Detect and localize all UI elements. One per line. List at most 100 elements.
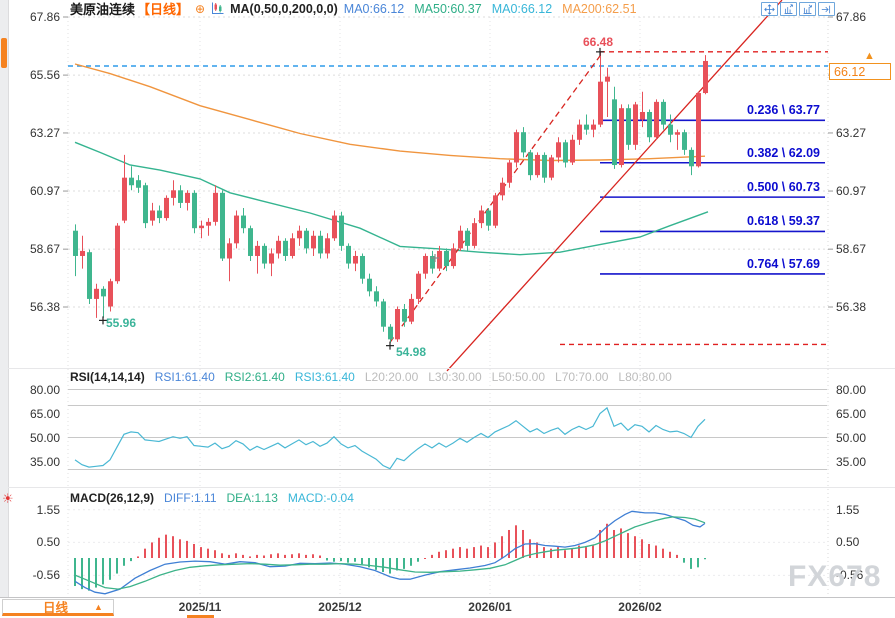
legend-value: L70:70.00 <box>555 370 609 384</box>
candle-body <box>115 225 120 282</box>
macd-hist-bar <box>354 558 356 562</box>
candle-body <box>612 99 617 166</box>
macd-hist-bar <box>515 525 517 558</box>
rsi-axis-label-right: 80.00 <box>836 382 867 397</box>
rsi-axis-label-right: 50.00 <box>836 430 867 445</box>
macd-hist-bar <box>291 554 293 558</box>
candle-body <box>626 108 631 145</box>
macd-hist-bar <box>697 558 699 568</box>
candle-body <box>220 192 225 259</box>
macd-hist-bar <box>410 558 412 566</box>
candle-body <box>479 210 484 224</box>
left-scrollbar-rail[interactable] <box>0 0 9 597</box>
macd-hist-bar <box>242 554 244 558</box>
candle-body <box>619 108 624 166</box>
candle-body <box>437 250 442 269</box>
candle-body <box>416 273 421 299</box>
macd-hist-bar <box>655 545 657 558</box>
macd-hist-bar <box>592 545 594 558</box>
chart-toolbar <box>761 2 835 16</box>
candle-body <box>199 225 204 229</box>
candle-body <box>444 250 449 267</box>
candle-body <box>486 210 491 226</box>
candle-body <box>563 142 568 163</box>
candle-body <box>325 238 330 254</box>
rsi-axis-label-right: 35.00 <box>836 454 867 469</box>
macd-hist-bar <box>109 558 111 580</box>
macd-hist-bar <box>620 528 622 558</box>
left-scrollbar-thumb[interactable] <box>1 38 7 68</box>
ma200-line <box>74 63 706 162</box>
macd-hist-bar <box>179 539 181 558</box>
macd-axis-label-right: 0.50 <box>836 535 860 550</box>
macd-header: MACD(26,12,9) DIFF:1.11 DEA:1.13 MACD:-0.0… <box>70 491 364 505</box>
macd-hist-bar <box>340 558 342 562</box>
swing-low-label-1: 55.96 <box>106 316 137 330</box>
macd-hist-bar <box>137 556 139 558</box>
legend-value: DIFF:1.11 <box>164 491 217 505</box>
candle-body <box>122 177 127 221</box>
candle-body <box>409 298 414 322</box>
candle-body <box>689 149 694 167</box>
candle-body <box>451 248 456 267</box>
settings-sun-icon[interactable]: ☀ <box>2 491 14 506</box>
legend-value: L50:50.00 <box>491 370 546 384</box>
candle-body <box>556 142 561 158</box>
scale-compress-icon[interactable] <box>799 2 816 16</box>
candle-body <box>178 190 183 203</box>
candle-body <box>500 182 505 196</box>
kline-chart-icon[interactable] <box>211 2 224 15</box>
macd-hist-bar <box>200 547 202 558</box>
macd-hist-bar <box>144 548 146 558</box>
macd-hist-bar <box>585 547 587 558</box>
macd-hist-bar <box>249 556 251 558</box>
price-axis-label-left: 67.86 <box>29 10 60 24</box>
candle-body <box>297 230 302 239</box>
candle-body <box>514 132 519 163</box>
ma-formula: MA(0,50,0,200,0,0) <box>230 1 338 16</box>
add-indicator-icon[interactable]: ⊕ <box>195 1 206 16</box>
macd-hist-bar <box>683 558 685 563</box>
macd-legend: DIFF:1.11 DEA:1.13 MACD:-0.04 <box>164 491 364 505</box>
time-axis[interactable]: 2025/11 2025/12 2026/01 2026/02 <box>0 597 895 618</box>
macd-hist-bar <box>564 550 566 558</box>
time-axis-label: 2025/11 <box>178 600 222 614</box>
price-axis-label-left: 56.38 <box>29 300 60 314</box>
macd-hist-bar <box>690 558 692 569</box>
macd-hist-bar <box>326 558 328 561</box>
timeframe-selector[interactable]: 日线 ▲ <box>2 599 114 616</box>
fib-label: 0.500 \ 60.73 <box>747 180 820 195</box>
candle-body <box>423 255 428 274</box>
price-axis-label-right: 67.86 <box>836 10 867 24</box>
macd-hist-bar <box>193 543 195 558</box>
current-price-tag: 66.12 <box>829 63 891 80</box>
legend-value: MA0:66.12 <box>491 1 553 16</box>
time-axis-label: 2026/02 <box>618 600 662 614</box>
legend-value: RSI1:61.40 <box>154 370 215 384</box>
candle-body <box>395 309 400 340</box>
candle-body <box>661 101 666 125</box>
time-scroll-indicator[interactable] <box>187 615 214 618</box>
rsi-axis-label-left: 35.00 <box>29 454 60 469</box>
macd-hist-bar <box>473 547 475 558</box>
candle-body <box>101 288 106 297</box>
macd-hist-bar <box>438 551 440 558</box>
candle-body <box>633 104 638 145</box>
macd-hist-bar <box>634 536 636 558</box>
candle-body <box>262 245 267 264</box>
timeframe-arrow-icon: ▲ <box>94 601 103 612</box>
period-tag: 【日线】 <box>137 2 190 17</box>
macd-hist-bar <box>333 558 335 562</box>
jump-to-latest-icon[interactable] <box>818 2 835 16</box>
macd-hist-bar <box>102 558 104 585</box>
pan-crosshair-icon[interactable] <box>761 2 778 16</box>
macd-hist-bar <box>389 558 391 574</box>
legend-value: MACD:-0.04 <box>287 491 354 505</box>
scale-expand-icon[interactable] <box>780 2 797 16</box>
candle-body <box>339 215 344 246</box>
candle-body <box>675 132 680 135</box>
ma50-line <box>74 141 709 256</box>
candle-body <box>255 245 260 256</box>
macd-hist-bar <box>368 558 370 568</box>
